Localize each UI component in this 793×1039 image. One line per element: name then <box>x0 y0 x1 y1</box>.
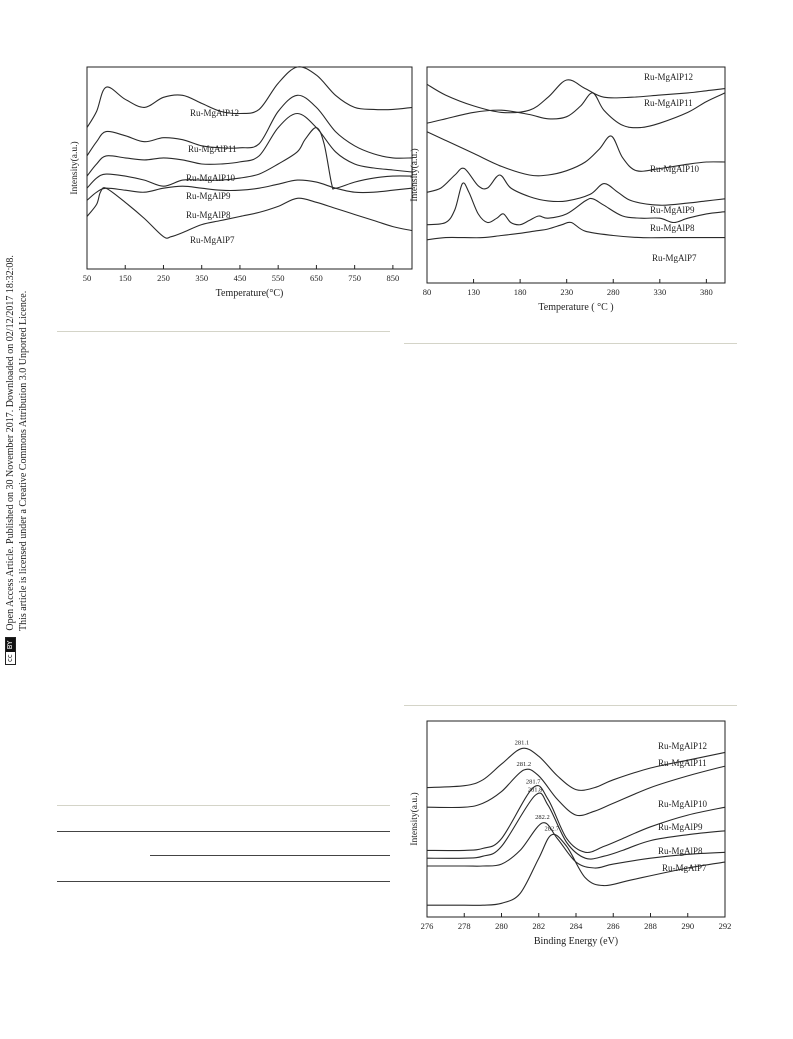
y-axis-title: Intensity(a.u.) <box>409 148 420 201</box>
series-label: Ru-MgAlP7 <box>662 863 707 873</box>
x-tick-label: 50 <box>83 273 92 283</box>
series-line-4 <box>426 792 726 860</box>
peak-label: 281.2 <box>517 761 532 768</box>
x-axis-title: Temperature ( °C ) <box>538 302 613 313</box>
series-line-4 <box>426 167 726 206</box>
x-tick-label: 330 <box>653 287 666 297</box>
series-label: Ru-MgAlP7 <box>652 253 697 263</box>
series-label: Ru-MgAlP12 <box>658 741 707 751</box>
plot-frame <box>426 66 726 284</box>
sidebar-line2[interactable]: This article is licensed under a Creativ… <box>18 290 29 631</box>
x-tick-label: 350 <box>195 273 208 283</box>
x-tick-label: 230 <box>560 287 573 297</box>
x-tick-label: 288 <box>644 921 657 931</box>
sidebar-published-text[interactable]: Open Access Article. Published on 30 Nov… <box>5 255 16 631</box>
series-label: Ru-MgAlP11 <box>188 144 237 154</box>
series-label: Ru-MgAlP9 <box>650 205 695 215</box>
x-tick-label: 280 <box>495 921 508 931</box>
x-tick-label: 750 <box>348 273 361 283</box>
x-tick-label: 282 <box>532 921 545 931</box>
x-tick-label: 280 <box>607 287 620 297</box>
x-axis-title: Temperature(°C) <box>216 288 284 299</box>
series-line-2 <box>426 765 726 817</box>
series-line-3 <box>86 112 413 177</box>
series-label: Ru-MgAlP10 <box>650 164 700 174</box>
series-group <box>426 79 726 241</box>
x-tick-label: 180 <box>514 287 527 297</box>
table-header-rule <box>150 855 390 856</box>
series-line-1 <box>426 79 726 114</box>
series-line-4 <box>86 127 413 190</box>
x-tick-label: 850 <box>387 273 400 283</box>
series-label: Ru-MgAlP8 <box>650 223 695 233</box>
x-tick-label: 250 <box>157 273 170 283</box>
series-label: Ru-MgAlP11 <box>644 98 693 108</box>
tpd-chart-left: 50 150 250 350 450 550 650 750 850 Temperature(°C… <box>69 66 413 299</box>
x-tick-label: 650 <box>310 273 323 283</box>
series-line-2 <box>86 94 413 159</box>
x-tick-label: 276 <box>421 921 434 931</box>
x-tick-label: 380 <box>700 287 713 297</box>
series-group <box>426 747 726 906</box>
x-tick-label: 278 <box>458 921 471 931</box>
series-line-5 <box>86 179 413 201</box>
by-badge-part: BY <box>6 637 16 653</box>
series-label: Ru-MgAlP12 <box>190 108 239 118</box>
x-tick-label: 290 <box>681 921 694 931</box>
table-mid-rule <box>57 881 390 882</box>
peak-label: 282.2 <box>535 814 550 821</box>
plot-frame <box>86 66 413 270</box>
x-tick-label: 292 <box>719 921 732 931</box>
x-tick-label: 284 <box>570 921 584 931</box>
divider-rule <box>57 331 390 332</box>
peak-label: 281.7 <box>526 779 541 786</box>
series-label: Ru-MgAlP9 <box>658 822 703 832</box>
series-label: Ru-MgAlP8 <box>658 846 703 856</box>
series-line-6 <box>426 833 726 906</box>
cc-by-badge: ccBY <box>5 636 17 665</box>
series-line-5 <box>426 182 726 226</box>
series-line-2 <box>426 92 726 129</box>
y-axis-title: Intensity(a.u.) <box>69 141 80 194</box>
license-sidebar-text: ccBY Open Access Article. Published on 30… <box>4 195 38 665</box>
sidebar-line1: ccBY Open Access Article. Published on 30… <box>4 195 17 665</box>
series-line-5 <box>426 822 726 869</box>
series-label: Ru-MgAlP12 <box>644 72 693 82</box>
series-group <box>86 66 413 239</box>
divider-rule <box>404 343 737 344</box>
xps-chart: 276 278 280 282 284 286 288 290 292 Binding Energ… <box>409 720 732 947</box>
x-tick-label: 286 <box>607 921 620 931</box>
series-line-3 <box>426 784 726 854</box>
series-line-3 <box>426 131 726 177</box>
series-line-1 <box>426 747 726 791</box>
divider-rule <box>404 705 737 706</box>
divider-rule <box>57 805 390 806</box>
x-tick-label: 130 <box>467 287 480 297</box>
series-label: Ru-MgAlP8 <box>186 210 231 220</box>
x-tick-label: 80 <box>423 287 432 297</box>
cc-badge-part: cc <box>6 654 15 662</box>
x-tick-label: 450 <box>234 273 247 283</box>
series-label: Ru-MgAlP9 <box>186 191 231 201</box>
series-label: Ru-MgAlP10 <box>186 173 236 183</box>
peak-label: 281.1 <box>515 739 530 746</box>
license-sidebar: ccBY Open Access Article. Published on 30… <box>4 195 38 665</box>
x-axis-title: Binding Energy (eV) <box>534 936 618 947</box>
table-top-rule <box>57 831 390 832</box>
series-line-6 <box>426 221 725 241</box>
tpd-chart-right: 80 130 180 230 280 330 380 Temperature ( °C ) In… <box>409 66 726 313</box>
y-axis-title: Intensity(a.u.) <box>409 792 420 845</box>
series-label: Ru-MgAlP11 <box>658 758 707 768</box>
x-tick-label: 150 <box>119 273 132 283</box>
series-label: Ru-MgAlP10 <box>658 799 708 809</box>
series-label: Ru-MgAlP7 <box>190 235 235 245</box>
peak-label: 282.7 <box>544 826 559 833</box>
series-line-6 <box>86 187 413 239</box>
peak-label: 281.8 <box>528 786 543 793</box>
series-line-1 <box>86 66 413 128</box>
x-tick-label: 550 <box>272 273 285 283</box>
